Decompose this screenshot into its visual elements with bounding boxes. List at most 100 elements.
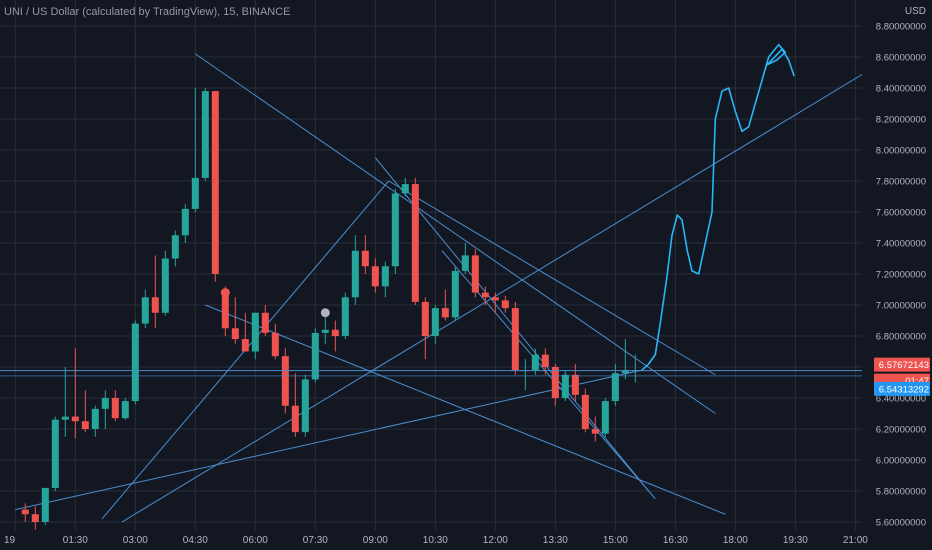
price-tick-label: 8.00000000 <box>876 146 926 157</box>
time-tick-label: 03:00 <box>123 535 148 546</box>
candle-body <box>131 323 139 402</box>
price-tick-label: 7.60000000 <box>876 208 926 219</box>
time-tick-label: 07:30 <box>303 535 328 546</box>
time-tick-label: 19:30 <box>783 535 808 546</box>
candle-body <box>381 266 389 287</box>
price-tags: 6.57672143 01:476.54313292 <box>874 357 930 396</box>
candle-body <box>471 255 479 293</box>
price-tick-label: 6.40000000 <box>876 394 926 405</box>
candle-body <box>191 177 199 209</box>
candle-body <box>431 308 439 336</box>
candle-body <box>581 394 589 429</box>
candle-body <box>361 250 369 267</box>
price-tick-label: 6.00000000 <box>876 456 926 467</box>
candle-body <box>511 308 519 371</box>
symbol-title: UNI / US Dollar (calculated by TradingVi… <box>4 6 291 18</box>
candle-body <box>61 416 69 420</box>
price-tick-label: 7.80000000 <box>876 177 926 188</box>
candle-body <box>71 416 79 422</box>
time-tick-label: 10:30 <box>423 535 448 546</box>
candle-body <box>301 379 309 433</box>
candle-body <box>201 91 209 178</box>
neutral-signal-marker <box>320 308 330 318</box>
candle-body <box>591 429 599 434</box>
candle-body <box>601 401 609 434</box>
candle-body <box>81 421 89 429</box>
alert-price-tag: 6.54313292 <box>879 384 929 395</box>
price-tick-label: 8.60000000 <box>876 53 926 64</box>
time-tick-label: 06:00 <box>243 535 268 546</box>
time-tick-label: 21:00 <box>843 535 868 546</box>
candle-body <box>551 367 559 398</box>
price-tick-label: 7.20000000 <box>876 270 926 281</box>
candle-body <box>211 91 219 274</box>
candle-body <box>141 297 149 324</box>
price-tick-label: 5.80000000 <box>876 487 926 498</box>
candle-body <box>51 419 59 488</box>
trendline[interactable] <box>388 180 716 376</box>
candle-body <box>321 329 329 333</box>
candle-body <box>281 356 289 406</box>
price-tick-label: 8.20000000 <box>876 115 926 126</box>
trendline[interactable] <box>195 53 716 414</box>
candle-body <box>451 270 459 318</box>
candle-body <box>181 208 189 236</box>
time-tick-label: 04:30 <box>183 535 208 546</box>
candle-body <box>331 329 339 336</box>
time-tick-label: 18:00 <box>723 535 748 546</box>
price-axis-unit: USD <box>905 6 926 17</box>
last-price-tag: 6.57672143 <box>879 360 929 371</box>
candle-body <box>121 401 129 419</box>
candle-body <box>571 374 579 395</box>
trendline[interactable] <box>15 369 643 511</box>
candle-body <box>501 300 509 309</box>
price-axis-bg <box>862 0 932 550</box>
candle-series <box>21 88 639 530</box>
candle-body <box>221 289 229 329</box>
candle-body <box>371 266 379 287</box>
price-tick-label: 7.00000000 <box>876 301 926 312</box>
candle-body <box>311 332 319 380</box>
time-tick-label: 12:00 <box>483 535 508 546</box>
time-tick-label: 01:30 <box>63 535 88 546</box>
candle-body <box>561 374 569 398</box>
candle-body <box>411 184 419 302</box>
freehand-drawing[interactable] <box>641 43 795 371</box>
price-tick-label: 8.80000000 <box>876 22 926 33</box>
price-tick-label: 7.40000000 <box>876 239 926 250</box>
candle-body <box>491 297 499 301</box>
time-tick-label: 16:30 <box>663 535 688 546</box>
candle-body <box>261 312 269 333</box>
grid-lines <box>0 0 862 530</box>
time-tick-label: 19 <box>4 535 16 546</box>
candle-body <box>351 250 359 298</box>
price-axis[interactable]: USD 8.80000000 8.60000000 8.40000000 8.20000… <box>862 0 932 550</box>
price-tick-label: 6.20000000 <box>876 425 926 436</box>
candle-body <box>341 297 349 336</box>
candle-body <box>541 354 549 367</box>
candle-body <box>151 297 159 313</box>
candle-body <box>171 235 179 259</box>
candle-body <box>101 398 109 409</box>
candle-body <box>231 328 239 340</box>
price-tick-label: 6.80000000 <box>876 332 926 343</box>
candle-body <box>621 370 629 374</box>
price-tick-label: 5.60000000 <box>876 518 926 529</box>
candle-body <box>441 308 449 318</box>
price-tick-label: 8.40000000 <box>876 84 926 95</box>
chart-markers <box>220 288 330 318</box>
last-price-tag-bg <box>874 357 930 372</box>
candle-body <box>91 408 99 429</box>
time-tick-label: 15:00 <box>603 535 628 546</box>
candle-body <box>401 184 409 194</box>
time-axis[interactable]: 19 01:30 03:00 04:30 06:00 07:30 09:00 10:30 12:… <box>0 530 932 550</box>
candle-body <box>271 332 279 357</box>
countdown-tag: 01:47 <box>905 376 929 387</box>
candle-body <box>241 339 249 352</box>
candle-body <box>461 255 469 271</box>
freehand-path[interactable] <box>641 43 795 371</box>
candle-body <box>251 312 259 352</box>
